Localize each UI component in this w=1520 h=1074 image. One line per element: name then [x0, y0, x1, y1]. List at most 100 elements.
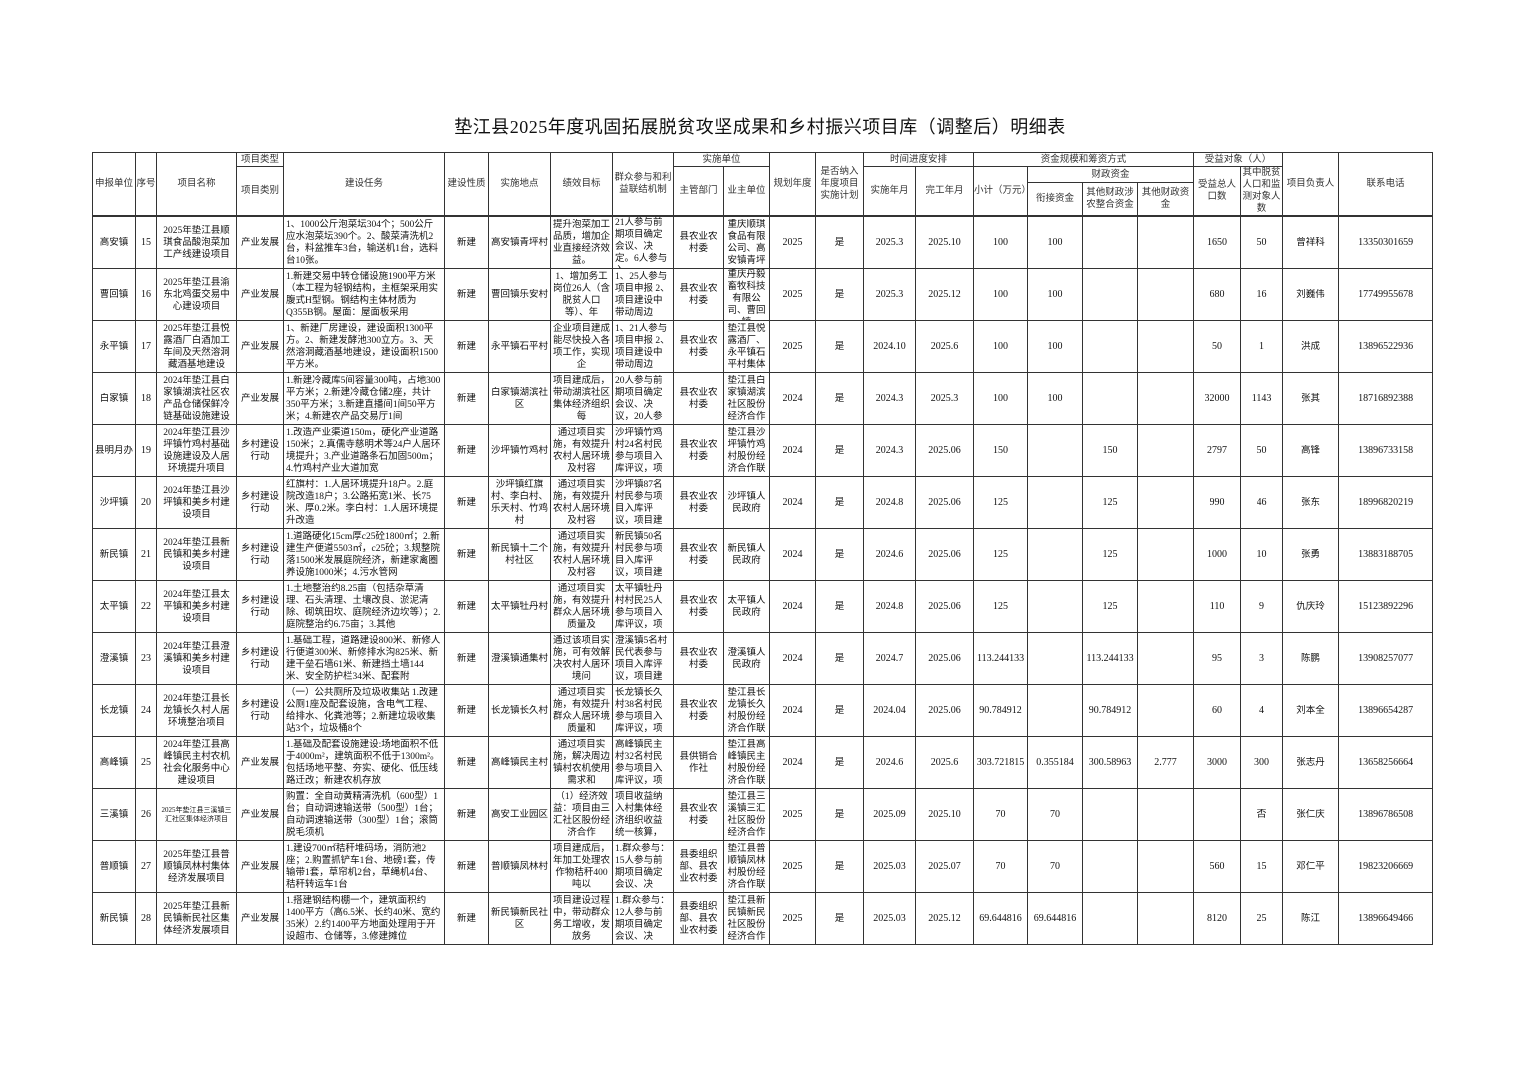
cell-task: 1.搭建钢结构棚一个，建筑面积约1400平方（高6.5米、长约40米、宽约35米… — [283, 892, 445, 945]
location-text: 太平镇牡丹村 — [491, 601, 548, 612]
owner-text: 太平镇人民政府 — [727, 595, 766, 618]
cell-goal: 企业项目建成能尽快投入各项工作，实现企 — [550, 320, 613, 373]
cell-subtotal: 100 — [973, 268, 1029, 321]
cell-subtotal: 125 — [973, 476, 1029, 529]
cell-agri-fund — [1082, 215, 1139, 269]
start-text: 2024.8 — [875, 496, 904, 508]
cell-start: 2024.3 — [863, 424, 917, 477]
phone-text: 13883188705 — [1358, 548, 1414, 560]
benefit-poor-text: 1143 — [1251, 392, 1272, 404]
plan-year-text: 2025 — [782, 236, 803, 248]
cell-name: 2024年垫江县澄溪镇和美乡村建设项目 — [156, 632, 237, 685]
header-time-group: 时间进度安排 — [863, 152, 975, 167]
cell-subtotal: 70 — [973, 840, 1029, 893]
cell-agri-fund: 300.58963 — [1082, 736, 1139, 789]
mechanism-text: 沙坪镇竹鸡村24名村民参与项目入库评议，项 — [615, 427, 663, 474]
cell-seq: 20 — [135, 476, 157, 529]
cell-location: 永平镇石平村 — [488, 320, 551, 373]
nature-text: 新建 — [456, 757, 476, 768]
cell-leader: 洪成 — [1282, 320, 1340, 373]
cell-mechanism: 1、25人参与项目申报 2、项目建设中带动周边 — [612, 268, 674, 321]
benefit-poor-text: 300 — [1254, 756, 1270, 768]
page-title: 垫江县2025年度巩固拓展脱贫攻坚成果和乡村振兴项目库（调整后）明细表 — [454, 117, 1066, 137]
benefit-poor-text: 15 — [1256, 860, 1267, 872]
cell-task: 1、1000公斤泡菜坛304个；500公斤应水泡菜坛390个。2、酸菜清洗机2台… — [283, 215, 445, 269]
benefit-poor-text: 25 — [1256, 912, 1267, 924]
header-start: 实施年月 — [863, 166, 917, 217]
cell-unit: 新民镇 — [92, 892, 136, 945]
header-impl-group: 实施单位 — [672, 152, 771, 167]
location-text: 永平镇石平村 — [491, 341, 548, 352]
cell-start: 2024.04 — [863, 684, 917, 737]
unit-text: 沙坪镇 — [99, 497, 129, 508]
task-text: 1.基础及配套设施建设:场地面积不低于4000m²，建筑面积不低于1300m²。… — [286, 739, 440, 786]
phone-text: 15123892296 — [1358, 600, 1414, 612]
cell-subtotal: 69.644816 — [973, 892, 1029, 945]
cell-owner: 垫江县沙坪镇竹鸡村股份经济合作联 — [722, 424, 771, 477]
phone-text: 13658256664 — [1358, 756, 1414, 768]
nature-text: 新建 — [456, 601, 476, 612]
type-text: 产业发展 — [240, 289, 279, 300]
unit-text: 长龙镇 — [99, 705, 129, 716]
cell-location: 普顺镇凤林村 — [488, 840, 551, 893]
cell-goal: 1、增加务工岗位26人（含脱贫人口等）、年 — [550, 268, 613, 321]
header-benefit-total: 受益总人口数 — [1193, 166, 1242, 217]
cell-link-fund — [1027, 476, 1084, 529]
cell-phone: 18716892388 — [1338, 372, 1434, 425]
name-text: 2025年垫江县顺琪食品酸泡菜加工产线建设项目 — [163, 225, 230, 260]
goal-text: 通过项目实施，有效提升农村人居环境及村容 — [553, 479, 610, 526]
unit-text: 普顺镇 — [99, 861, 129, 872]
cell-leader: 刘本全 — [1282, 684, 1340, 737]
cell-end: 2025.06 — [915, 424, 975, 477]
included-text: 是 — [834, 237, 845, 248]
nature-text: 新建 — [456, 497, 476, 508]
benefit-total-text: 50 — [1212, 340, 1223, 352]
cell-dept: 县农业农村委 — [673, 215, 724, 269]
cell-owner: 垫江县三溪镇三汇社区股份经济合作 — [722, 788, 771, 841]
cell-other-fund — [1137, 268, 1195, 321]
cell-nature: 新建 — [444, 892, 489, 945]
cell-link-fund: 69.644816 — [1027, 892, 1084, 945]
end-text: 2025.07 — [928, 860, 961, 872]
cell-dept: 县农业农村委 — [673, 528, 724, 581]
table-body: 高安镇 15 2025年垫江县顺琪食品酸泡菜加工产线建设项目 产业发展 1、1000公斤… — [92, 215, 1434, 945]
table-row: 县明月办 19 2024年垫江县沙坪镇竹鸡村基础设施建设及人居环境提升项目 乡村建设行… — [92, 424, 1434, 477]
seq-text: 26 — [141, 808, 151, 820]
header-benefit-poor: 其中脱贫人口和监测对象人数 — [1240, 166, 1284, 217]
cell-leader: 张仁庆 — [1282, 788, 1340, 841]
leader-text: 张其 — [1301, 393, 1321, 404]
nature-text: 新建 — [456, 861, 476, 872]
included-text: 是 — [834, 289, 845, 300]
table-row: 新民镇 21 2024年垫江县新民镇和美乡村建设项目 乡村建设行动 1.道路硬化15cm… — [92, 528, 1434, 581]
start-text: 2024.10 — [873, 340, 906, 352]
cell-start: 2024.6 — [863, 736, 917, 789]
phone-text: 13896649466 — [1358, 912, 1414, 924]
cell-included: 是 — [815, 268, 865, 321]
cell-benefit-total: 32000 — [1193, 372, 1242, 425]
header-included: 是否纳入年度项目实施计划 — [815, 152, 865, 217]
table-row: 曹回镇 16 2025年垫江县渝东北鸡蛋交易中心建设项目 产业发展 1.新建交易中转仓储… — [92, 268, 1434, 321]
cell-seq: 17 — [135, 320, 157, 373]
name-text: 2025年垫江县三溪镇三汇社区集体经济项目 — [161, 805, 232, 823]
cell-dept: 县农业农村委 — [673, 684, 724, 737]
header-name: 项目名称 — [156, 152, 237, 217]
cell-dept: 县农业农村委 — [673, 476, 724, 529]
cell-type: 产业发展 — [236, 320, 284, 373]
type-text: 产业发展 — [240, 913, 279, 924]
mechanism-text: 1、25人参与项目申报 2、项目建设中带动周边 — [615, 271, 670, 318]
benefit-total-text: 95 — [1212, 652, 1223, 664]
benefit-poor-text: 4 — [1259, 704, 1265, 716]
cell-benefit-poor: 16 — [1240, 268, 1284, 321]
cell-seq: 19 — [135, 424, 157, 477]
included-text: 是 — [834, 861, 845, 872]
task-text: 1.新建交易中转仓储设施1900平方米（本工程为轻钢结构，主框架采用实腹式H型钢… — [286, 271, 439, 318]
start-text: 2025.03 — [873, 860, 906, 872]
benefit-poor-text: 16 — [1256, 288, 1267, 300]
plan-year-text: 2025 — [782, 912, 803, 924]
cell-owner: 重庆顺琪食品有限公司、高安镇青坪 — [722, 215, 771, 269]
mechanism-text: 沙坪镇87名村民参与项目入库评议，项目建 — [615, 479, 663, 526]
cell-end: 2025.6 — [915, 736, 975, 789]
location-text: 新民镇十二个村社区 — [491, 543, 548, 566]
table-row: 长龙镇 24 2024年垫江县长龙镇长久村人居环境整治项目 乡村建设行动 （一）公共厕所… — [92, 684, 1434, 737]
cell-plan-year: 2025 — [769, 215, 817, 269]
